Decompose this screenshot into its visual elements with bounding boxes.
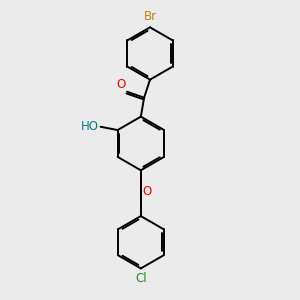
Text: Br: Br [143,11,157,23]
Text: O: O [142,185,152,198]
Text: HO: HO [81,120,99,133]
Text: Cl: Cl [135,272,147,285]
Text: O: O [116,78,125,91]
